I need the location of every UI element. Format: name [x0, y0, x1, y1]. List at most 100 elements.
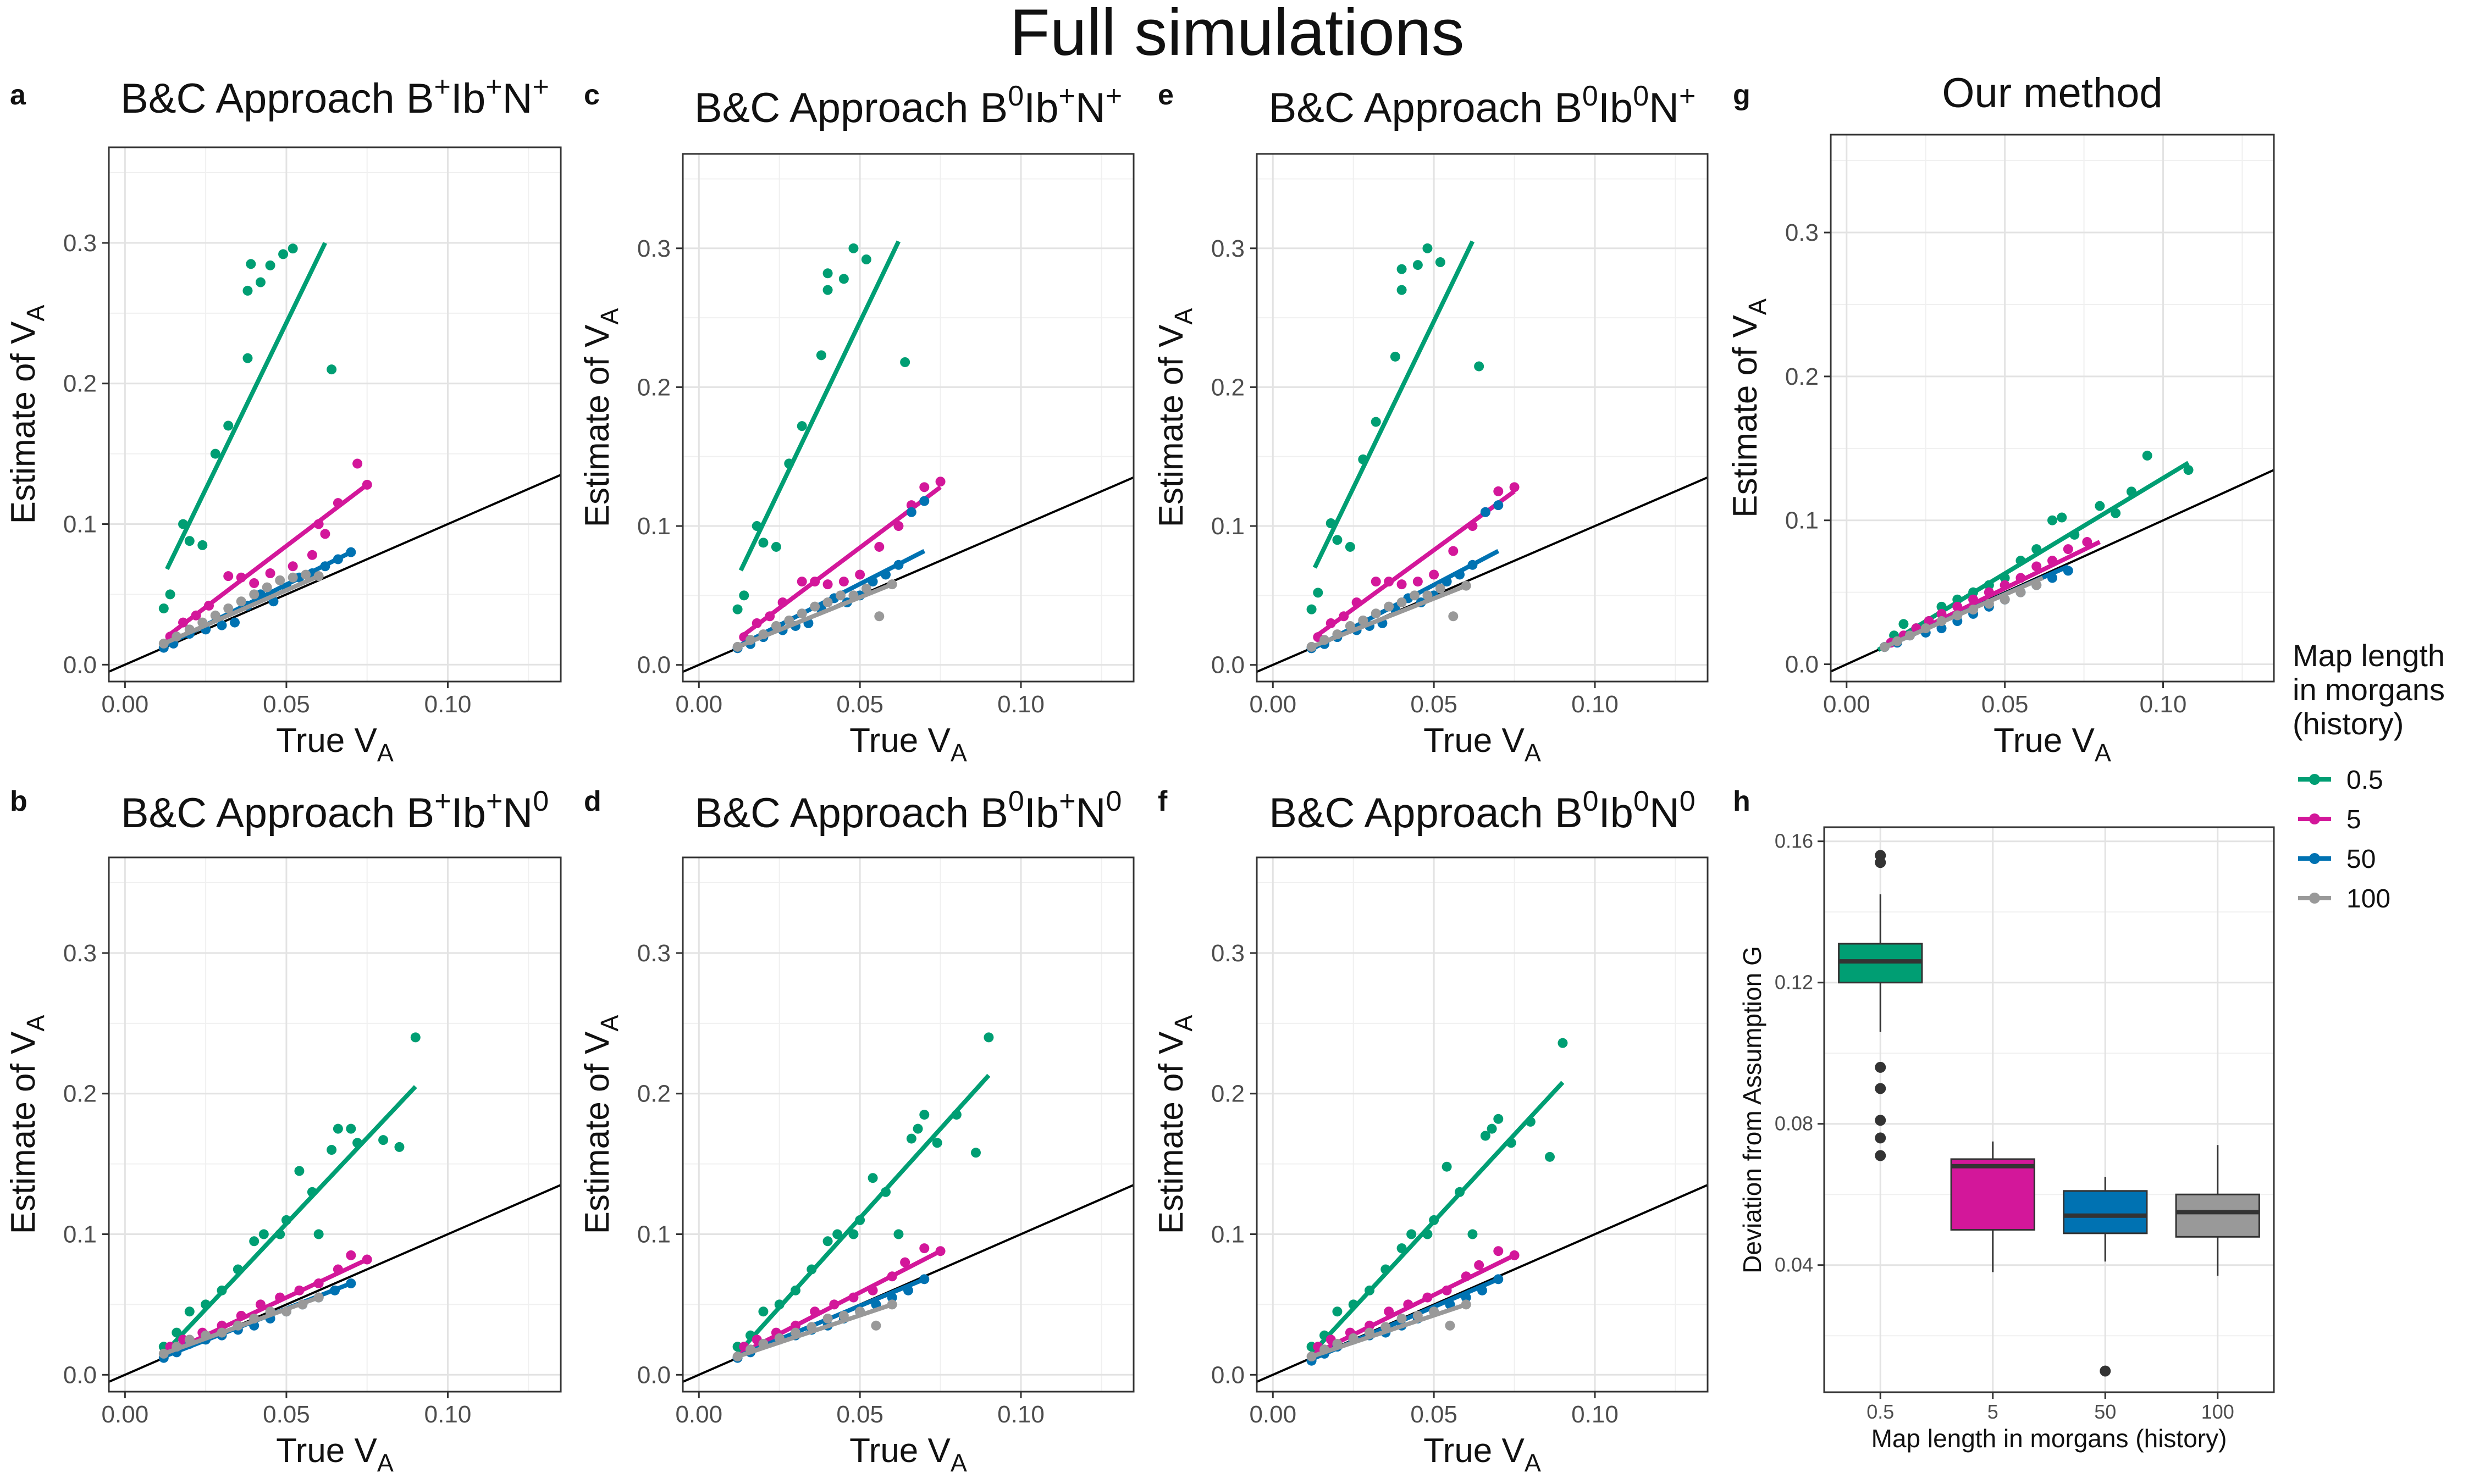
y-tick-label: 0.0	[63, 651, 97, 678]
data-point	[797, 577, 807, 587]
data-point	[1396, 285, 1407, 295]
data-point	[197, 540, 208, 550]
y-tick-label: 0.0	[637, 652, 671, 679]
fit-line	[165, 242, 327, 571]
legend-title: (history)	[2293, 706, 2404, 741]
x-tick-label: 0.5	[1866, 1400, 1894, 1423]
data-point	[1898, 619, 1909, 629]
data-point	[861, 254, 871, 264]
fit-line	[738, 240, 901, 572]
data-point	[2082, 537, 2092, 547]
fit-line	[165, 1257, 368, 1356]
plot-area	[683, 154, 1134, 682]
data-point	[394, 1142, 405, 1152]
data-point	[1371, 417, 1381, 427]
data-point	[410, 1032, 421, 1043]
y-tick-label: 0.0	[1211, 1361, 1245, 1388]
y-tick-label: 0.2	[637, 1081, 671, 1108]
y-axis-label: Estimate of VA	[578, 308, 623, 528]
x-axis-label: True VA	[849, 1432, 967, 1477]
data-point	[919, 482, 930, 492]
box-100	[2175, 1145, 2260, 1276]
y-tick-label: 0.3	[637, 940, 671, 967]
x-tick-label: 0.05	[1410, 1401, 1457, 1428]
x-tick-label: 5	[1987, 1400, 1998, 1423]
fit-line	[1313, 1253, 1516, 1356]
data-point	[258, 1229, 269, 1239]
series-0.5	[158, 1032, 421, 1355]
data-point	[1558, 1038, 1568, 1048]
y-tick-label: 0.1	[63, 1221, 97, 1248]
y-tick-label: 0.04	[1775, 1254, 1813, 1276]
data-point	[265, 568, 275, 579]
data-point	[1332, 535, 1343, 545]
data-point	[797, 421, 807, 431]
data-point	[294, 1166, 305, 1176]
panel-e: e B&C Approach B0Ib0N+ 0.00 0.05 0.10 0.0 0.1 0…	[1152, 79, 1709, 767]
data-point	[1493, 500, 1504, 511]
data-point	[1435, 583, 1445, 594]
x-tick-label: 0.05	[1410, 691, 1457, 718]
x-tick-label: 0.00	[102, 1401, 149, 1428]
data-point	[1358, 615, 1368, 625]
x-tick-label: 0.10	[2140, 691, 2187, 718]
data-point	[229, 617, 240, 628]
data-point	[1396, 264, 1407, 274]
grid	[109, 857, 561, 1392]
y-tick-label: 0.0	[637, 1361, 671, 1388]
y-tick-label: 0.2	[63, 1081, 97, 1108]
panel-letter: f	[1158, 785, 1168, 817]
data-point	[797, 608, 807, 619]
data-point	[810, 601, 820, 612]
data-point	[739, 590, 749, 601]
y-axis-label: Estimate of VA	[4, 1015, 49, 1234]
fit-line	[1313, 489, 1516, 639]
data-point	[732, 604, 743, 614]
panel-title: Our method	[1942, 70, 2162, 117]
y-axis-label: Estimate of VA	[4, 305, 49, 524]
legend-label: 0.5	[2346, 766, 2383, 795]
box-0.5	[1838, 850, 1923, 1161]
data-point	[932, 1138, 942, 1148]
x-tick-label: 0.10	[997, 1401, 1045, 1428]
data-point	[1442, 1161, 1452, 1172]
data-point	[1396, 579, 1407, 590]
x-axis-label: Map length in morgans (history)	[1871, 1424, 2227, 1453]
panel-letter: e	[1158, 79, 1174, 111]
y-axis-label: Estimate of VA	[1152, 308, 1197, 528]
y-axis-label: Estimate of VA	[578, 1015, 623, 1234]
fit-line	[1311, 583, 1467, 649]
data-point	[223, 420, 234, 431]
fit-line	[736, 1073, 991, 1355]
y-tick-label: 0.1	[1211, 1221, 1245, 1248]
outlier-point	[1875, 1061, 1886, 1073]
panel-f: f B&C Approach B0Ib0N0 0.00 0.05 0.10 0.0 0.1 0…	[1152, 785, 1709, 1477]
legend-label: 5	[2346, 805, 2361, 834]
x-tick-label: 0.05	[836, 1401, 883, 1428]
y-tick-label: 0.16	[1775, 830, 1813, 852]
data-point	[900, 1257, 910, 1267]
data-point	[822, 285, 833, 295]
box-50	[2063, 1177, 2148, 1377]
data-point	[255, 277, 266, 287]
x-tick-label: 0.00	[102, 691, 149, 718]
legend-entry-50: 50	[2298, 845, 2376, 874]
data-point	[816, 350, 826, 361]
x-tick-label: 0.05	[263, 691, 310, 718]
x-tick-label: 0.05	[836, 691, 883, 718]
data-point	[771, 541, 781, 552]
panel-c: c B&C Approach B0Ib+N+ 0.00 0.05 0.10 0.0 0.1 0…	[578, 79, 1135, 767]
panel-border	[1256, 153, 1709, 683]
y-tick-label: 0.3	[1785, 219, 1819, 246]
outlier-point	[1875, 857, 1886, 868]
fit-line	[1311, 1302, 1467, 1359]
fit-line	[163, 1295, 320, 1356]
data-point	[900, 357, 910, 367]
data-point	[288, 572, 298, 583]
series-5	[739, 1243, 946, 1356]
data-point	[352, 458, 363, 469]
data-point	[249, 1236, 259, 1247]
y-tick-label: 0.3	[63, 230, 97, 257]
outlier-point	[2100, 1365, 2111, 1377]
legend-dot	[2309, 774, 2320, 785]
